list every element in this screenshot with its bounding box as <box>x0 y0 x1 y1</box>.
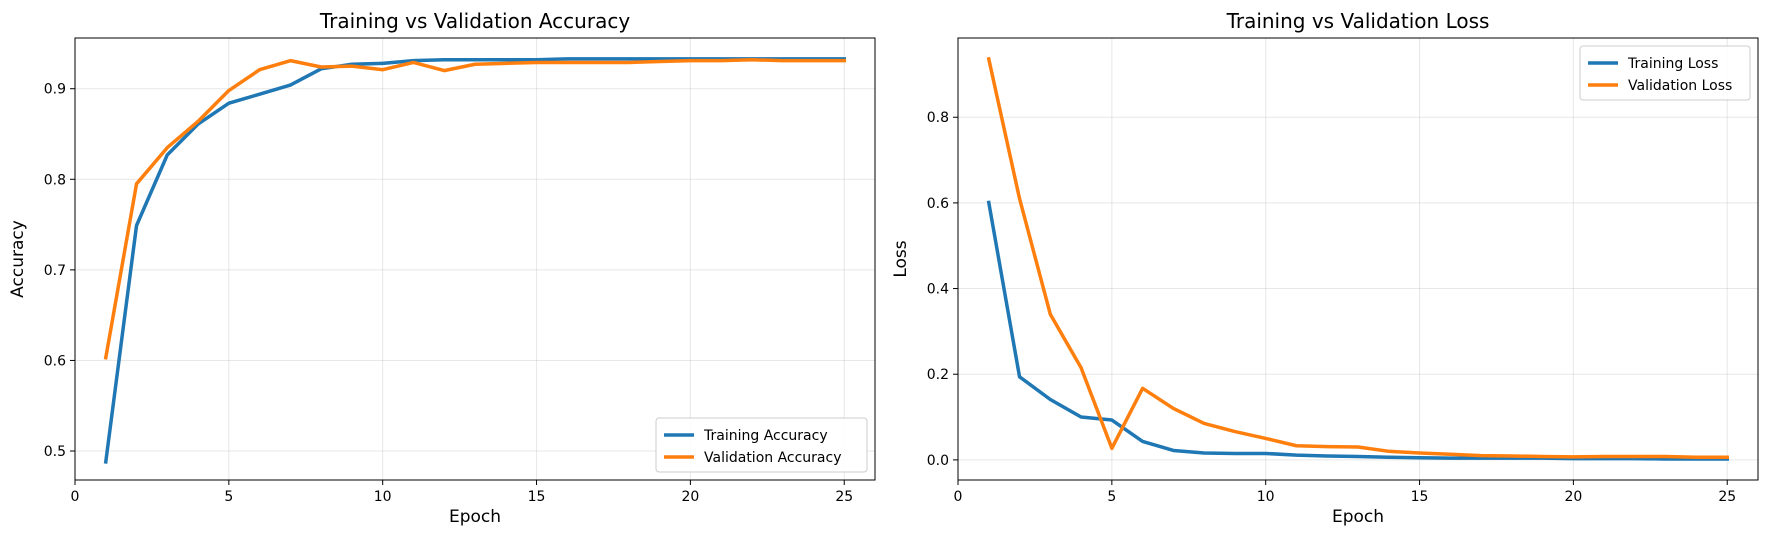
y-tick-label: 0.7 <box>44 263 66 279</box>
validation-loss-line <box>986 56 1729 460</box>
accuracy-legend: Training Accuracy Validation Accuracy <box>655 417 868 473</box>
accuracy-y-axis-label: Accuracy <box>8 220 28 298</box>
y-tick-label: 0.9 <box>44 82 66 98</box>
legend-label: Training Accuracy <box>703 428 828 444</box>
x-tick-label: 10 <box>1257 489 1275 505</box>
plot-frame <box>957 37 1759 481</box>
plot-frame <box>74 37 876 481</box>
validation-accuracy-line <box>103 57 846 360</box>
legend-label: Training Loss <box>1627 56 1718 72</box>
loss-chart-title: Training vs Validation Loss <box>1226 9 1490 33</box>
legend-label: Validation Accuracy <box>704 450 842 466</box>
x-tick-label: 20 <box>1564 489 1582 505</box>
y-tick-label: 0.5 <box>44 444 66 460</box>
legend-label: Validation Loss <box>1628 78 1732 94</box>
loss-chart: 0 5 10 15 20 25 0.0 0.2 0.4 0.6 0.8 Training vs Val… <box>891 9 1759 527</box>
x-tick-label: 25 <box>1718 489 1736 505</box>
y-tick-label: 0.6 <box>44 353 66 369</box>
y-tick-label: 0.4 <box>927 282 949 298</box>
y-tick-label: 0.2 <box>927 367 949 383</box>
x-tick-label: 10 <box>374 489 392 505</box>
accuracy-x-axis-label: Epoch <box>449 507 501 527</box>
y-tick-label: 0.0 <box>927 453 949 469</box>
accuracy-chart-title: Training vs Validation Accuracy <box>319 9 630 33</box>
x-tick-label: 0 <box>71 489 80 505</box>
loss-y-axis-label: Loss <box>891 240 911 277</box>
x-tick-label: 5 <box>1107 489 1116 505</box>
legend-box <box>655 417 868 473</box>
x-tick-label: 20 <box>681 489 699 505</box>
training-loss-line <box>986 200 1729 461</box>
loss-legend: Training Loss Validation Loss <box>1579 45 1751 101</box>
x-tick-label: 15 <box>1411 489 1429 505</box>
training-accuracy-line <box>103 57 846 464</box>
x-tick-label: 5 <box>224 489 233 505</box>
legend-box <box>1579 45 1751 101</box>
y-tick-label: 0.8 <box>927 110 949 126</box>
accuracy-chart: 0 5 10 15 20 25 0.5 0.6 0.7 0.8 0.9 Training vs Val… <box>8 9 876 527</box>
y-tick-label: 0.8 <box>44 172 66 188</box>
x-tick-label: 25 <box>835 489 853 505</box>
loss-x-axis-label: Epoch <box>1332 507 1384 527</box>
x-tick-label: 0 <box>954 489 963 505</box>
x-tick-label: 15 <box>528 489 546 505</box>
y-tick-label: 0.6 <box>927 196 949 212</box>
